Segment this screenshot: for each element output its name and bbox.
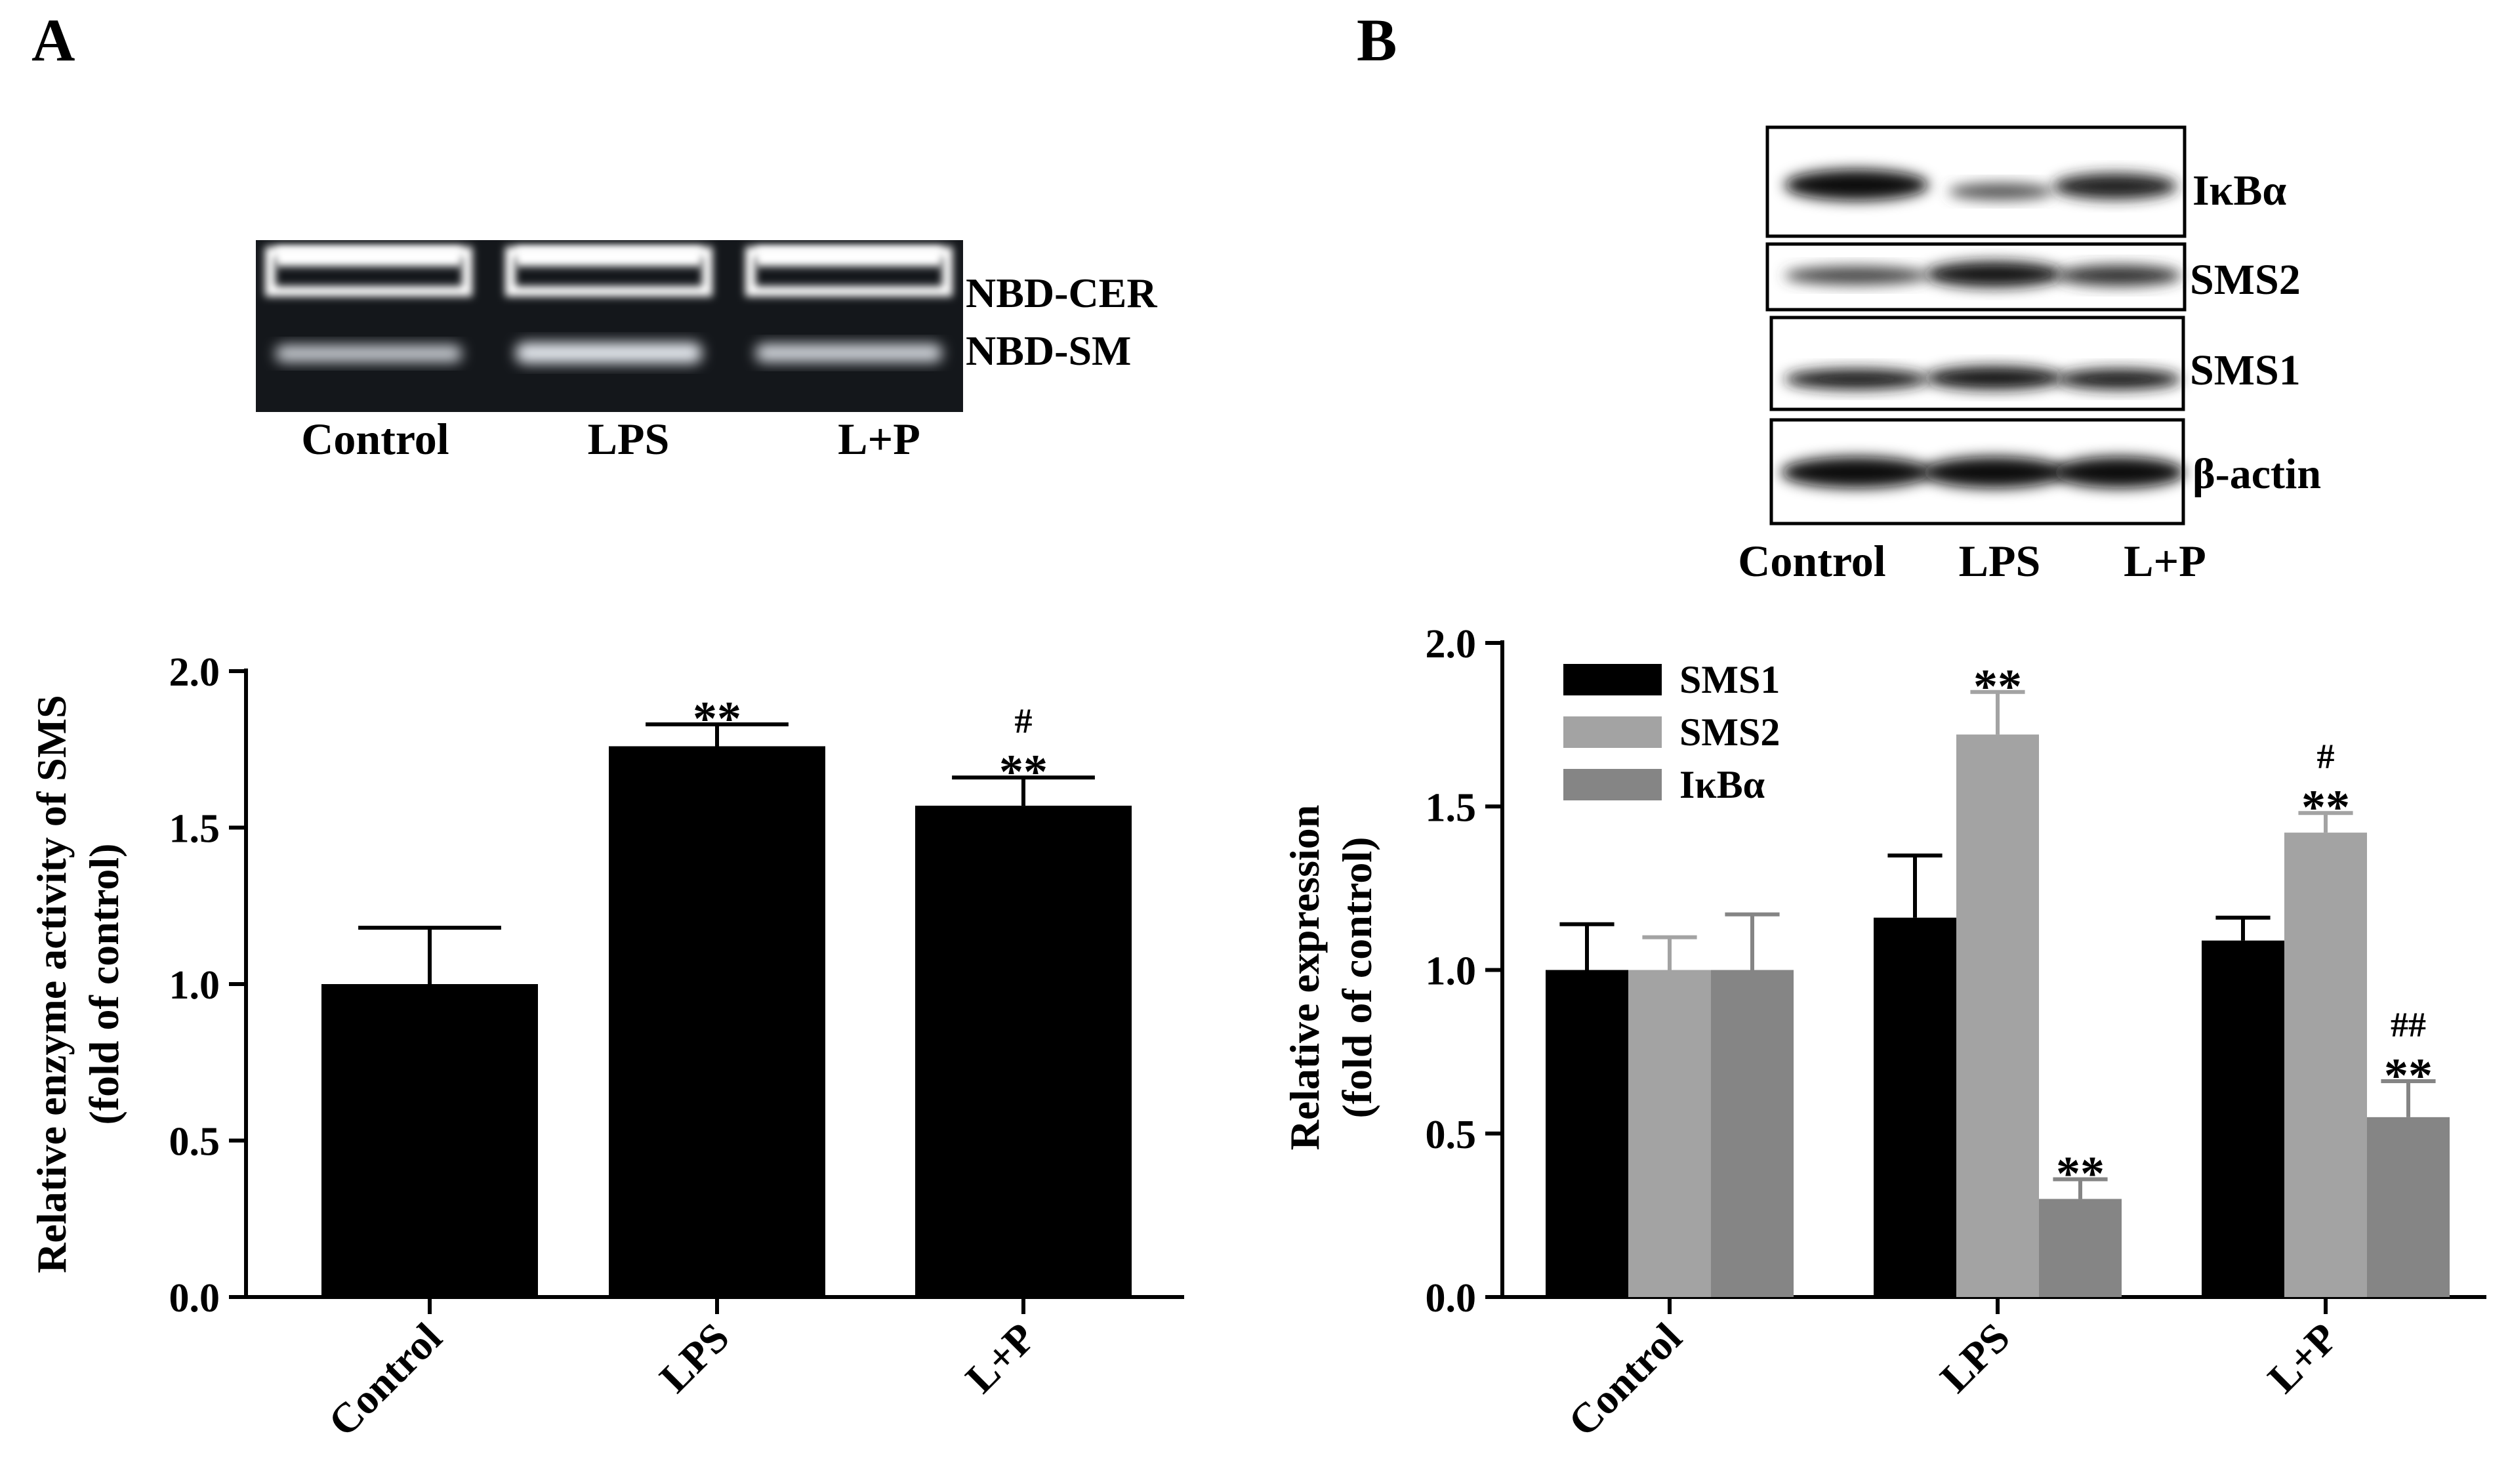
blot-lane-label-lps: LPS [1959, 536, 2041, 586]
chart-a-bar-l-p-significance: ** [999, 745, 1048, 799]
legend-swatch-sms2 [1563, 716, 1662, 748]
blot-label-sms1: SMS1 [2190, 346, 2301, 394]
chart-a-bar-control [321, 984, 538, 1297]
chart-a-y-tick-label: 0.5 [169, 1120, 220, 1165]
chart-b-bar-l-p-sms1 [2202, 940, 2284, 1297]
chart-a-ylabel-line2: (fold of control) [81, 844, 127, 1125]
chart-b-bar-control-i-b [1711, 970, 1794, 1297]
chart-b-bar-lps-sms2-significance: ** [1973, 660, 2022, 714]
blot-label-sms2: SMS2 [2190, 256, 2301, 304]
gel-lane-control [265, 247, 472, 362]
legend-label-sms1: SMS1 [1679, 658, 1780, 701]
chart-a-bar-l-p [915, 806, 1132, 1297]
chart-b: Relative expression (fold of control) 0.… [1281, 622, 2486, 1445]
chart-b-bar-lps-sms2 [1956, 734, 2039, 1297]
chart-a-x-tick-label-lps: LPS [651, 1314, 738, 1401]
chart-b-bar-l-p-i-b-significance: ## [2391, 1005, 2426, 1044]
chart-a-y-tick-label: 1.0 [169, 963, 220, 1008]
band-label-nbd-cer: NBD-CER [966, 270, 1157, 316]
chart-b-y-tick-label: 2.0 [1426, 622, 1477, 667]
chart-b-y-tick-label: 0.5 [1426, 1113, 1477, 1157]
panel-label-a: A [31, 7, 75, 73]
blot-lane-label-control: Control [1738, 536, 1885, 586]
legend-label-sms2: SMS2 [1679, 711, 1780, 754]
blot-label-beta-actin: β-actin [2192, 450, 2321, 498]
chart-b-bar-lps-i-b-significance: ** [2056, 1147, 2105, 1201]
chart-b-y-tick-label: 0.0 [1426, 1276, 1477, 1321]
chart-a-y-tick-label: 0.0 [169, 1276, 220, 1321]
chart-b-legend: SMS1 SMS2 IκBα [1563, 658, 1780, 806]
band-label-nbd-sm: NBD-SM [966, 327, 1131, 374]
gel-background [256, 240, 963, 412]
chart-b-bar-l-p-i-b-significance: ** [2384, 1049, 2433, 1103]
legend-swatch-i-b [1563, 769, 1662, 800]
chart-b-bar-control-sms1 [1546, 970, 1628, 1297]
blot-label-ikba: IκBα [2192, 167, 2286, 215]
chart-b-ylabel-line1: Relative expression [1281, 805, 1328, 1151]
chart-a-x-tick-label-control: Control [319, 1314, 451, 1445]
blot-row-sms1 [1769, 316, 2185, 411]
gel-lane-lps [505, 247, 712, 363]
gel-lane-label-lps: LPS [588, 414, 670, 464]
chart-b-y-tick-label: 1.5 [1426, 785, 1477, 830]
chart-a-bar-l-p-significance: # [1015, 701, 1033, 741]
gel-lane-label-lp: L+P [838, 414, 920, 464]
chart-b-x-tick-label-lps: LPS [1931, 1314, 2019, 1401]
chart-a-bar-lps [609, 746, 825, 1297]
chart-b-bar-l-p-sms2-significance: ** [2301, 781, 2350, 835]
legend-label-i-b: IκBα [1679, 763, 1765, 806]
chart-b-ylabel-line2: (fold of control) [1334, 837, 1380, 1119]
panel-label-b: B [1357, 7, 1397, 73]
chart-b-bar-l-p-sms2-significance: # [2317, 737, 2335, 776]
chart-a-y-tick-label: 2.0 [169, 650, 220, 695]
chart-b-bar-l-p-i-b [2367, 1117, 2450, 1297]
chart-a-ylabel-line1: Relative enzyme activity of SMS [28, 695, 75, 1273]
chart-a: Relative enzyme activity of SMS (fold of… [28, 650, 1184, 1445]
tlc-gel [256, 240, 963, 412]
chart-b-bar-l-p-sms2 [2284, 833, 2367, 1297]
gel-lane-lp [745, 247, 953, 362]
chart-a-x-tick-label-l-p: L+P [957, 1314, 1044, 1402]
western-blot [1765, 125, 2187, 526]
chart-a-bar-lps-significance: ** [693, 692, 741, 746]
chart-b-y-tick-label: 1.0 [1426, 949, 1477, 994]
chart-b-bar-lps-sms1 [1874, 917, 1956, 1297]
blot-lane-label-lp: L+P [2124, 536, 2206, 586]
chart-b-x-tick-label-l-p: L+P [2259, 1314, 2347, 1402]
chart-b-bar-control-sms2 [1628, 970, 1711, 1297]
chart-a-y-tick-label: 1.5 [169, 807, 220, 852]
legend-swatch-sms1 [1563, 664, 1662, 695]
gel-lane-label-control: Control [301, 414, 449, 464]
chart-b-x-tick-label-control: Control [1559, 1314, 1691, 1445]
chart-b-bar-lps-i-b [2039, 1199, 2122, 1297]
